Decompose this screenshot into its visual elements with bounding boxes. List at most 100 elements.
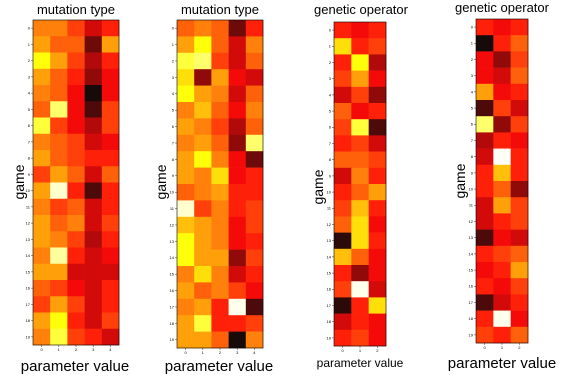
- heatmap-cell: [245, 216, 264, 234]
- heatmap-cell: [245, 315, 264, 332]
- heatmap-cell: [84, 263, 103, 281]
- y-tick-label: 2: [172, 58, 175, 63]
- y-tick-label: 1: [471, 41, 474, 46]
- heatmap-panel-1: mutation type game parameter value 01234…: [11, 2, 129, 375]
- heatmap-cell: [476, 262, 494, 279]
- y-tick-label: 15: [26, 269, 31, 274]
- heatmap-cell: [194, 184, 212, 201]
- heatmap-cell: [101, 231, 120, 248]
- y-tick-label: 3: [172, 75, 175, 80]
- heatmap-cell: [101, 36, 120, 53]
- heatmap-cell: [194, 266, 212, 283]
- heatmap-cell: [101, 247, 120, 265]
- heatmap-cell: [334, 22, 352, 39]
- heatmap-cell: [476, 132, 494, 149]
- heatmap-cell: [67, 166, 85, 183]
- heatmap-cell: [67, 247, 85, 265]
- y-tick-label: 6: [329, 125, 332, 130]
- heatmap-cell: [33, 150, 51, 167]
- x-tick-label: 2: [75, 347, 78, 352]
- y-tick-label: 11: [469, 203, 474, 208]
- heatmap-cell: [351, 313, 369, 331]
- heatmap-cell: [476, 326, 494, 344]
- heatmap-cell: [194, 69, 212, 86]
- heatmap-cell: [33, 328, 51, 346]
- heatmap-cell: [33, 231, 51, 248]
- heatmap-cell: [50, 150, 68, 167]
- heatmap-cell: [67, 150, 85, 167]
- heatmap-cell: [194, 134, 212, 152]
- heatmap-cell: [84, 328, 103, 346]
- heatmap-cell: [50, 182, 68, 200]
- heatmap-cell: [50, 328, 68, 346]
- heatmap-cell: [493, 278, 511, 295]
- y-tick-label: 2: [471, 57, 474, 62]
- heatmap-cell: [211, 102, 229, 119]
- x-axis-label: parameter value: [317, 356, 404, 370]
- heatmap-cell: [67, 280, 85, 297]
- heatmap-cell: [194, 233, 212, 250]
- y-tick-label: 7: [329, 141, 332, 146]
- heatmap-cell: [67, 182, 85, 200]
- heatmap-cells: [177, 20, 264, 349]
- heatmap-cell: [194, 167, 212, 185]
- y-tick-label: 4: [329, 92, 332, 97]
- heatmap-cell: [245, 102, 264, 119]
- y-tick-label: 13: [26, 237, 31, 242]
- heatmap-cell: [334, 248, 352, 266]
- heatmap-cell: [476, 310, 494, 328]
- heatmap-cell: [177, 282, 195, 300]
- y-tick-label: 6: [471, 122, 474, 127]
- heatmap-cell: [84, 36, 103, 53]
- x-tick-label: 4: [253, 350, 256, 355]
- heatmap-cell: [493, 262, 511, 279]
- heatmap-cell: [211, 118, 229, 136]
- heatmap-cell: [493, 229, 511, 247]
- heatmap-cell: [84, 117, 103, 135]
- y-tick-label: 15: [327, 271, 332, 276]
- heatmap-cell: [177, 315, 195, 332]
- heatmap-cell: [245, 298, 264, 316]
- heatmap-cell: [177, 216, 195, 234]
- heatmap-cell: [177, 85, 195, 103]
- heatmap-cell: [228, 102, 247, 119]
- x-tick-label: 0: [40, 347, 43, 352]
- heatmap-cell: [101, 215, 120, 232]
- heatmap-cell: [177, 167, 195, 185]
- heatmap-cell: [211, 282, 229, 300]
- heatmap-cell: [67, 117, 85, 135]
- x-tick-label: 3: [92, 347, 95, 352]
- heatmap-cell: [33, 280, 51, 297]
- y-tick-label: 7: [28, 139, 31, 144]
- chart-title: genetic operator: [455, 0, 550, 15]
- heatmap-cell: [334, 265, 352, 282]
- x-tick-label: 0: [484, 345, 487, 350]
- x-tick-label: 4: [109, 347, 112, 352]
- heatmap-cell: [101, 150, 120, 167]
- heatmap-cell: [33, 166, 51, 183]
- heatmap-cell: [101, 133, 120, 151]
- heatmap-cell: [476, 278, 494, 295]
- heatmap-cell: [334, 184, 352, 201]
- heatmap-cell: [84, 231, 103, 248]
- heatmap-cell: [245, 151, 264, 168]
- heatmap-cell: [510, 229, 529, 247]
- y-tick-label: 12: [327, 222, 332, 227]
- y-tick-label: 16: [26, 286, 31, 291]
- heatmap-cell: [211, 200, 229, 218]
- y-tick-label: 12: [170, 222, 175, 227]
- heatmap-cell: [245, 266, 264, 283]
- heatmap-cell: [84, 150, 103, 167]
- heatmap-cell: [476, 35, 494, 52]
- heatmap-cell: [211, 233, 229, 250]
- heatmap-cell: [33, 85, 51, 102]
- heatmap-cell: [67, 231, 85, 248]
- heatmap-cell: [194, 216, 212, 234]
- heatmap-cell: [228, 331, 247, 349]
- heatmap-cell: [228, 216, 247, 234]
- heatmap-cell: [493, 294, 511, 311]
- heatmap-cell: [50, 312, 68, 330]
- heatmap-cell: [84, 182, 103, 200]
- heatmap-cell: [50, 117, 68, 135]
- y-tick-label: 13: [469, 235, 474, 240]
